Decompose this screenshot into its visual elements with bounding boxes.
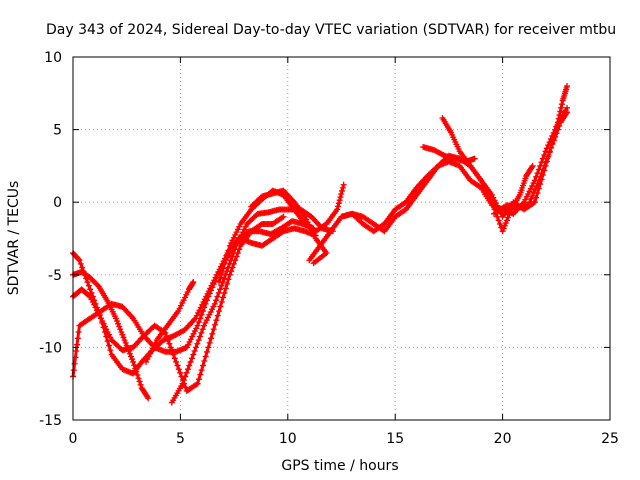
data-series: [70, 83, 571, 406]
y-tick-label: 10: [44, 50, 62, 66]
x-tick-label: 10: [279, 431, 297, 447]
series-10: [338, 104, 571, 235]
axis-ticks: 0 5 10 15 20 25 -15 -10 -5 0 5 10: [39, 50, 619, 447]
series-line: [72, 270, 150, 400]
x-tick-label: 0: [69, 431, 78, 447]
y-tick-label: -10: [39, 340, 62, 356]
series-line: [341, 107, 569, 233]
plot-frame: [72, 56, 611, 421]
series-13: [491, 109, 571, 217]
series-6: [143, 279, 197, 365]
series-line: [493, 111, 569, 216]
y-tick-label: 5: [53, 123, 62, 139]
y-tick-label: -15: [39, 413, 62, 429]
y-tick-label: -5: [48, 268, 62, 284]
x-tick-label: 5: [176, 431, 185, 447]
chart-title: Day 343 of 2024, Sidereal Day-to-day VTE…: [46, 22, 616, 38]
y-tick-label: 0: [53, 195, 62, 211]
series-line: [170, 207, 334, 404]
x-tick-label: 20: [494, 431, 512, 447]
series-line: [144, 281, 195, 363]
x-axis-label: GPS time / hours: [281, 458, 398, 474]
y-axis-label: SDTVAR / TECUs: [6, 181, 22, 296]
series-line: [250, 189, 328, 265]
series-7: [216, 181, 347, 286]
x-tick-label: 25: [601, 431, 619, 447]
series-line: [217, 184, 346, 283]
grid-lines: [73, 57, 610, 420]
series-line: [72, 215, 285, 393]
series-8: [248, 187, 330, 267]
series-line: [71, 219, 315, 376]
x-tick-label: 15: [386, 431, 404, 447]
